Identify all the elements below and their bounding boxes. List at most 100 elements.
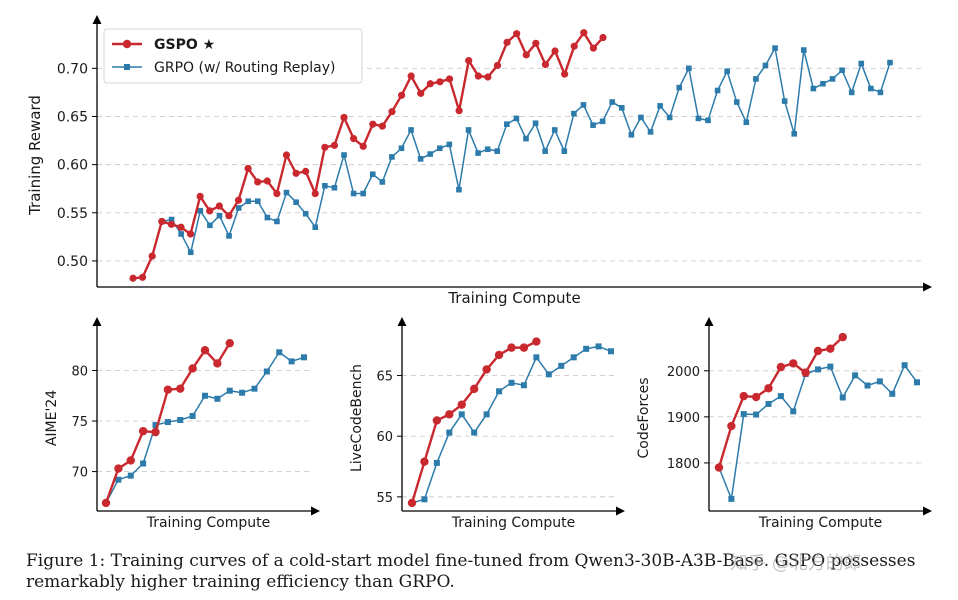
data-point-gspo [532,337,541,346]
data-point-grpo [245,198,252,205]
data-point-grpo [301,354,307,361]
data-point-grpo [216,212,223,219]
data-point-grpo [152,422,159,429]
data-point-grpo [276,349,283,356]
data-point-grpo [666,114,673,121]
data-point-grpo [226,233,232,239]
data-point-gspo [570,42,578,50]
data-point-grpo [864,382,871,389]
data-point-gspo [397,91,406,99]
data-point-grpo [595,343,602,350]
data-point-gspo [176,384,185,393]
data-point-grpo [590,122,596,128]
series-grpo [409,343,614,506]
data-point-grpo [618,105,625,111]
data-point-grpo [263,368,270,375]
data-point-grpo [283,189,290,196]
data-point-gspo [764,384,773,393]
data-point-gspo [151,427,160,437]
data-point-gspo [129,274,137,282]
data-point-gspo [445,410,454,419]
data-point-grpo [532,120,539,127]
data-point-gspo [388,108,396,116]
data-point-gspo [561,70,569,78]
data-point-gspo [513,30,521,38]
data-point-grpo [494,148,501,154]
data-point-grpo [140,460,147,467]
data-point-gspo [234,196,243,204]
data-point-gspo [158,217,166,226]
data-point-grpo [791,131,798,137]
chart-aime: 70 75 80 Training Compute AIME'24 [44,317,320,531]
series-gspo [129,29,607,282]
data-point-gspo [225,212,233,220]
data-point-grpo [852,372,859,379]
data-point-gspo [311,189,319,198]
data-point-gspo [302,167,310,175]
data-point-gspo [148,252,156,260]
data-point-grpo [379,179,386,185]
data-point-gspo [445,75,454,83]
data-point-grpo [829,76,836,82]
y-axis-label: CodeForces [636,377,652,458]
data-point-gspo [350,135,358,143]
data-point-gspo [507,343,516,352]
data-point-grpo [312,224,319,231]
data-point-gspo [751,392,761,402]
data-point-gspo [727,421,736,431]
data-point-grpo [628,131,635,138]
data-point-gspo [114,464,123,473]
data-point-gspo [254,178,262,186]
data-point-grpo [331,184,338,191]
data-point-gspo [263,177,271,185]
data-point-gspo [826,344,835,353]
chart-main: 0.50 0.55 0.60 0.65 0.70 Training Compute Trai… [26,15,932,307]
data-point-grpo [877,89,884,96]
data-point-grpo [417,156,424,162]
data-point-grpo [728,495,735,502]
data-point-gspo [503,38,511,46]
data-point-gspo [369,120,377,128]
legend-grpo-marker [124,64,130,70]
data-point-grpo [561,148,568,154]
data-point-gspo [282,151,291,159]
data-point-gspo [801,368,810,377]
data-point-grpo [288,358,295,365]
series-line-grpo [718,364,918,500]
y-tick-label: 70 [71,466,88,481]
data-point-grpo [533,354,540,361]
y-tick-label: 80 [71,364,88,379]
data-point-grpo [914,379,920,386]
data-point-gspo [186,230,195,238]
data-point-grpo [127,472,134,479]
data-point-gspo [813,346,823,356]
data-point-gspo [330,141,339,149]
data-point-grpo [800,47,807,53]
data-point-gspo [101,498,111,508]
data-point-grpo [609,99,616,105]
x-axis-arrow [311,506,320,516]
data-point-gspo [589,44,598,52]
y-tick-label: 0.65 [57,109,88,125]
y-tick-label: 0.70 [57,61,88,77]
legend-gspo-marker [122,39,132,49]
data-point-grpo [274,218,280,225]
data-point-gspo [436,78,444,86]
data-point-gspo [474,72,482,80]
data-point-grpo [545,371,552,378]
data-point-gspo [244,164,252,173]
data-point-grpo [765,400,772,407]
data-point-gspo [551,47,559,55]
x-axis-arrow [616,506,625,516]
data-point-grpo [226,387,233,394]
data-point-gspo [188,364,197,373]
data-point-grpo [251,385,258,392]
data-point-grpo [456,186,462,193]
data-point-grpo [164,419,171,426]
legend-box [103,28,363,84]
watermark: 知乎 @北方的郎 [730,553,862,574]
series-grpo [716,362,920,502]
data-point-gspo [789,359,798,368]
y-tick-label: 55 [376,491,393,506]
data-point-grpo [839,67,845,74]
